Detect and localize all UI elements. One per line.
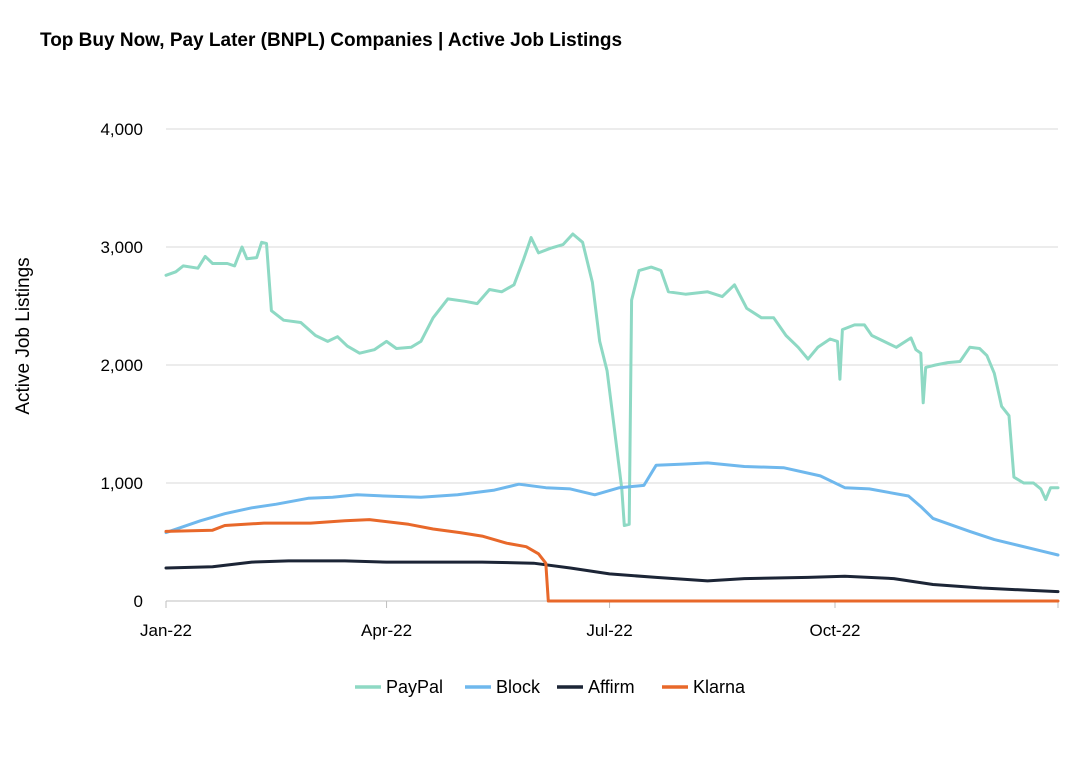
legend-label-paypal: PayPal bbox=[386, 677, 443, 697]
series-line-paypal bbox=[164, 232, 1060, 527]
x-tick-label: Jul-22 bbox=[586, 621, 632, 640]
chart-title: Top Buy Now, Pay Later (BNPL) Companies … bbox=[40, 30, 623, 51]
legend-label-affirm: Affirm bbox=[588, 677, 635, 697]
gridlines bbox=[166, 128, 1058, 484]
series-line-block bbox=[164, 461, 1060, 557]
x-tick-label: Jan-22 bbox=[140, 621, 192, 640]
series-line-klarna bbox=[164, 518, 1060, 603]
legend: PayPal Block Affirm Klarna bbox=[355, 677, 746, 697]
series-line-affirm bbox=[164, 559, 1060, 594]
y-axis-ticks: 0 1,000 2,000 3,000 4,000 bbox=[100, 120, 143, 611]
legend-label-klarna: Klarna bbox=[693, 677, 746, 697]
y-tick-label: 4,000 bbox=[100, 120, 143, 139]
y-tick-label: 0 bbox=[134, 592, 143, 611]
legend-label-block: Block bbox=[496, 677, 541, 697]
series-lines bbox=[164, 232, 1060, 603]
y-tick-label: 2,000 bbox=[100, 356, 143, 375]
x-tick-label: Oct-22 bbox=[809, 621, 860, 640]
y-axis-title: Active Job Listings bbox=[13, 257, 34, 414]
y-tick-label: 1,000 bbox=[100, 474, 143, 493]
y-tick-label: 3,000 bbox=[100, 238, 143, 257]
x-tick-label: Apr-22 bbox=[361, 621, 412, 640]
x-axis: Jan-22 Apr-22 Jul-22 Oct-22 bbox=[140, 600, 1059, 640]
